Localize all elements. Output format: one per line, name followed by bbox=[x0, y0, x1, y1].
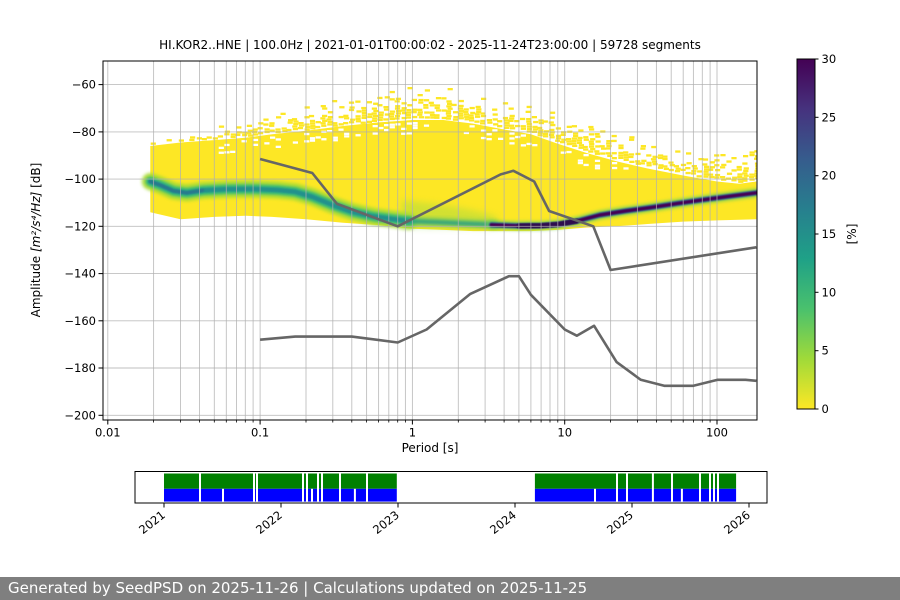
density-cloud bbox=[150, 120, 757, 232]
coverage-gap bbox=[306, 473, 308, 502]
coverage-gap bbox=[302, 473, 304, 502]
band-dark-core-thick bbox=[516, 218, 580, 229]
coverage-psd-segment bbox=[164, 473, 397, 489]
nlnm-line bbox=[259, 274, 757, 388]
coverage-gap bbox=[199, 473, 201, 502]
axes: 0.01 0.1 1 10 100 −60 −80 −100 −120 −140 −160 −180 −… bbox=[64, 60, 758, 440]
colorbar-tick-label: 10 bbox=[822, 285, 837, 299]
x-tick-label: 100 bbox=[706, 426, 728, 440]
availability-timeline: 2021 2022 2023 2024 2025 2026 bbox=[134, 471, 768, 537]
timeline-year-label: 2023 bbox=[370, 508, 402, 537]
coverage-gap-blue bbox=[594, 488, 596, 502]
y-tick-label: −180 bbox=[64, 361, 96, 375]
coverage-gap bbox=[671, 473, 673, 502]
y-tick-label: −200 bbox=[64, 408, 96, 422]
coverage-gap bbox=[339, 473, 341, 502]
colorbar-label: [%] bbox=[845, 223, 859, 245]
colorbar-tick-label: 30 bbox=[822, 52, 837, 66]
coverage-gap bbox=[317, 473, 319, 502]
coverage-gap bbox=[253, 473, 255, 502]
coverage-data-segment bbox=[534, 488, 737, 502]
colorbar-tick-label: 0 bbox=[822, 402, 829, 416]
timeline-year-label: 2025 bbox=[604, 508, 636, 537]
y-tick-label: −60 bbox=[72, 78, 96, 92]
y-axis-label-suffix: [dB] bbox=[29, 162, 43, 192]
colorbar: 0 5 10 15 20 25 30 bbox=[796, 52, 837, 416]
y-axis-label: Amplitude [m²/s⁴/Hz] [dB] bbox=[29, 163, 43, 318]
coverage-gap-blue bbox=[222, 488, 224, 502]
coverage-gap-blue bbox=[311, 488, 313, 502]
timeline-year-label: 2021 bbox=[136, 508, 168, 537]
coverage-gap-blue bbox=[353, 488, 356, 502]
y-axis-label-prefix: Amplitude bbox=[29, 252, 43, 318]
coverage-gap-blue bbox=[680, 488, 683, 502]
coverage-psd-segment bbox=[534, 473, 737, 489]
coverage-gap bbox=[366, 473, 368, 502]
grid bbox=[103, 61, 757, 420]
colorbar-tick-label: 25 bbox=[822, 110, 837, 124]
x-tick-label: 1 bbox=[409, 426, 416, 440]
y-tick-label: −120 bbox=[64, 219, 96, 233]
band-left-dark-hint bbox=[148, 180, 205, 195]
x-tick-label: 10 bbox=[557, 426, 572, 440]
y-axis-label-units: [m²/s⁴/Hz] bbox=[29, 191, 43, 253]
coverage-gap bbox=[256, 473, 258, 502]
timeline-year-label: 2022 bbox=[253, 508, 285, 537]
status-bar: Generated by SeedPSD on 2025-11-26 | Cal… bbox=[0, 577, 900, 600]
heatmap-density bbox=[141, 120, 757, 232]
noise-models bbox=[259, 157, 757, 388]
colorbar-gradient bbox=[797, 59, 815, 409]
x-tick-label: 0.1 bbox=[251, 426, 269, 440]
x-tick-label: 0.01 bbox=[95, 426, 121, 440]
timeline-year-label: 2026 bbox=[721, 508, 753, 537]
timeline-year-label: 2024 bbox=[487, 508, 519, 537]
coverage-gap bbox=[321, 473, 323, 502]
coverage-gap bbox=[626, 473, 628, 502]
coverage-gap bbox=[717, 473, 719, 502]
y-tick-label: −140 bbox=[64, 267, 96, 281]
colorbar-tick-label: 15 bbox=[822, 227, 837, 241]
y-tick-label: −100 bbox=[64, 172, 96, 186]
y-tick-label: −80 bbox=[72, 125, 96, 139]
ppsd-plot-canvas: 0.01 0.1 1 10 100−60−80−100−120−140−160−180−… bbox=[64, 52, 837, 537]
x-axis-label: Period [s] bbox=[401, 441, 459, 455]
plot-title: HI.KOR2..HNE | 100.0Hz | 2021-01-01T00:0… bbox=[159, 38, 701, 52]
nhnm-line bbox=[259, 157, 757, 272]
coverage-gap bbox=[699, 473, 701, 502]
coverage-gap bbox=[713, 473, 715, 502]
coverage-data-segment bbox=[164, 488, 397, 502]
colorbar-tick-label: 5 bbox=[822, 344, 829, 358]
coverage-gap bbox=[709, 473, 711, 502]
coverage-gap bbox=[616, 473, 618, 502]
colorbar-tick-label: 20 bbox=[822, 169, 837, 183]
coverage-gap bbox=[651, 473, 654, 502]
y-tick-label: −160 bbox=[64, 314, 96, 328]
